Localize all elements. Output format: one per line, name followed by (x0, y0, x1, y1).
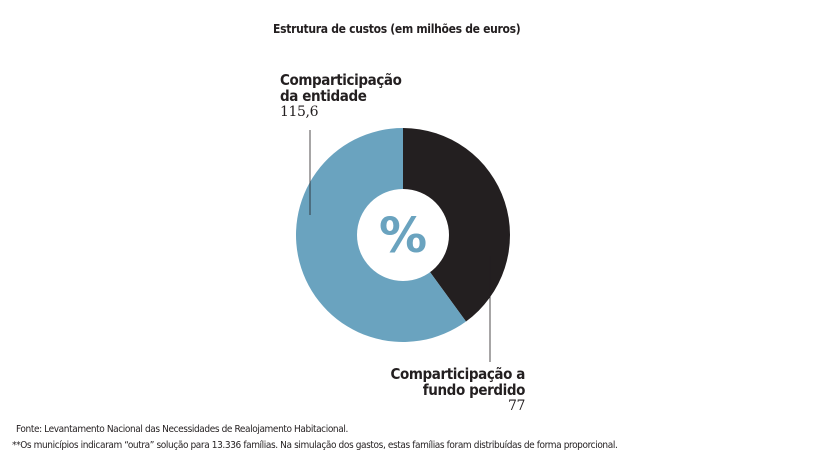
slice-label-fundo-perdido: Comparticipação a fundo perdido 77 (391, 366, 526, 414)
slice-label-entidade: Comparticipação da entidade 115,6 (280, 72, 402, 120)
label-line: Comparticipação (280, 71, 402, 89)
source-note: Fonte: Levantamento Nacional das Necessi… (16, 424, 348, 435)
footnote: **Os municípios indicaram “outra” soluçã… (12, 440, 618, 451)
donut-hole (357, 189, 449, 281)
label-line: Comparticipação a (390, 365, 526, 383)
percent-center-label: % (379, 208, 427, 264)
slice-value: 77 (507, 398, 525, 414)
label-line: da entidade (280, 87, 367, 105)
pie-slice-0 (403, 128, 510, 322)
slice-value: 115,6 (280, 104, 319, 120)
label-line: fundo perdido (422, 381, 526, 399)
chart-title: Estrutura de custos (em milhões de euros… (273, 22, 521, 36)
